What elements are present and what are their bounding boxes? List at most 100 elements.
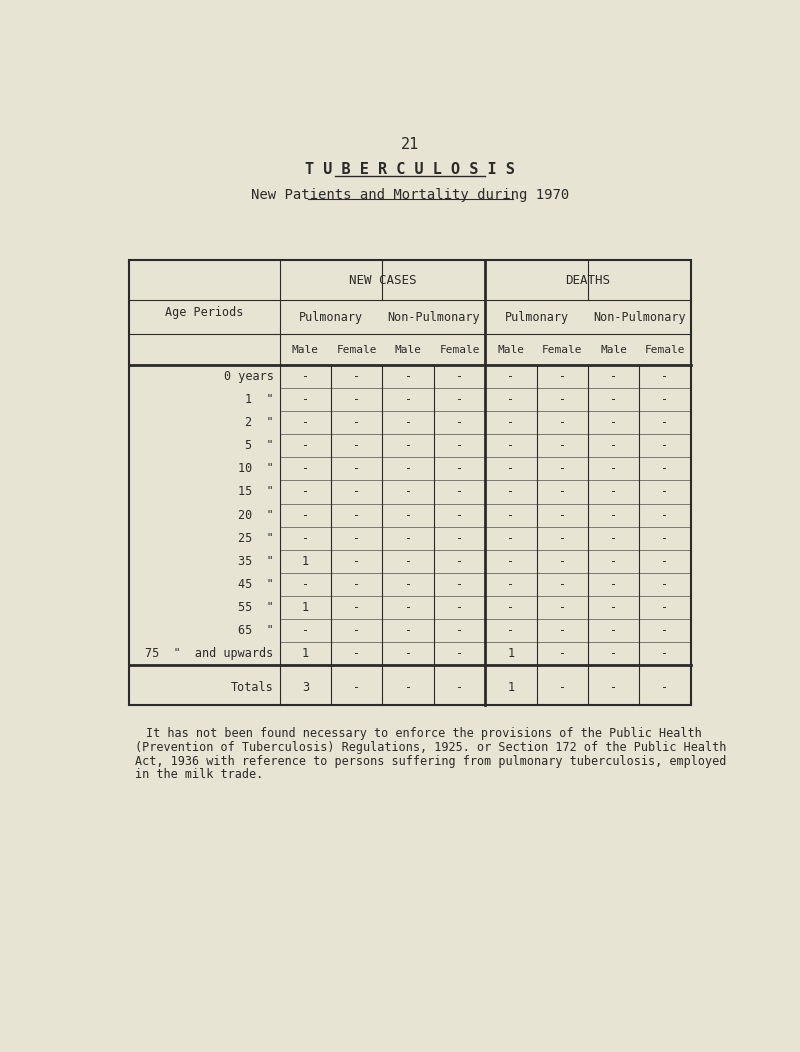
Text: -: - <box>610 463 617 476</box>
Text: -: - <box>610 417 617 429</box>
Text: 20  ": 20 " <box>238 508 274 522</box>
Text: -: - <box>662 370 669 383</box>
Text: -: - <box>302 578 309 591</box>
Text: -: - <box>610 624 617 638</box>
Text: -: - <box>405 370 412 383</box>
Text: -: - <box>558 601 566 614</box>
Text: -: - <box>507 578 514 591</box>
Text: -: - <box>610 681 617 694</box>
Text: Act, 1936 with reference to persons suffering from pulmonary tuberculosis, emplo: Act, 1936 with reference to persons suff… <box>135 754 726 768</box>
Text: Age Periods: Age Periods <box>166 306 244 319</box>
Text: -: - <box>662 601 669 614</box>
Text: -: - <box>405 463 412 476</box>
Text: 15  ": 15 " <box>238 485 274 499</box>
Text: -: - <box>507 485 514 499</box>
Text: Female: Female <box>645 345 685 355</box>
Text: -: - <box>507 508 514 522</box>
Text: -: - <box>405 647 412 661</box>
Text: Pulmonary: Pulmonary <box>505 310 569 324</box>
Text: -: - <box>405 531 412 545</box>
Text: -: - <box>558 370 566 383</box>
Text: -: - <box>662 578 669 591</box>
Text: -: - <box>558 393 566 406</box>
Text: 1: 1 <box>507 681 514 694</box>
Text: -: - <box>558 624 566 638</box>
Text: -: - <box>456 393 463 406</box>
Text: -: - <box>662 681 669 694</box>
Text: 0 years: 0 years <box>224 370 274 383</box>
Text: -: - <box>405 681 412 694</box>
Text: -: - <box>662 463 669 476</box>
Text: -: - <box>456 417 463 429</box>
Text: Male: Male <box>292 345 319 355</box>
Text: 55  ": 55 " <box>238 601 274 614</box>
Text: -: - <box>456 370 463 383</box>
Text: -: - <box>456 578 463 591</box>
Text: -: - <box>558 440 566 452</box>
Text: -: - <box>610 647 617 661</box>
Text: -: - <box>610 370 617 383</box>
Text: -: - <box>354 463 360 476</box>
Text: -: - <box>662 531 669 545</box>
Text: -: - <box>662 624 669 638</box>
Text: Female: Female <box>439 345 480 355</box>
Text: (Prevention of Tuberculosis) Regulations, 1925. or Section 172 of the Public Hea: (Prevention of Tuberculosis) Regulations… <box>135 741 726 753</box>
Text: -: - <box>662 508 669 522</box>
Text: -: - <box>507 417 514 429</box>
Text: -: - <box>302 508 309 522</box>
Text: -: - <box>405 554 412 568</box>
Text: -: - <box>405 417 412 429</box>
Text: 3: 3 <box>302 681 309 694</box>
Text: New Patients and Mortality during 1970: New Patients and Mortality during 1970 <box>251 188 569 202</box>
Text: -: - <box>507 624 514 638</box>
Text: -: - <box>558 554 566 568</box>
Text: -: - <box>354 681 360 694</box>
Text: -: - <box>507 393 514 406</box>
Text: -: - <box>558 578 566 591</box>
Text: 21: 21 <box>401 137 419 153</box>
Text: -: - <box>302 417 309 429</box>
Text: Female: Female <box>542 345 582 355</box>
Text: -: - <box>507 370 514 383</box>
Text: -: - <box>405 440 412 452</box>
Text: 1: 1 <box>302 554 309 568</box>
Text: -: - <box>610 554 617 568</box>
Text: -: - <box>456 440 463 452</box>
Text: -: - <box>354 554 360 568</box>
Text: -: - <box>302 440 309 452</box>
Text: -: - <box>507 440 514 452</box>
Text: -: - <box>354 647 360 661</box>
Text: -: - <box>610 440 617 452</box>
Text: 1: 1 <box>302 647 309 661</box>
Text: -: - <box>558 417 566 429</box>
Text: T U B E R C U L O S I S: T U B E R C U L O S I S <box>305 162 515 178</box>
Text: 65  ": 65 " <box>238 624 274 638</box>
Text: -: - <box>354 508 360 522</box>
Text: Totals: Totals <box>231 681 274 694</box>
Text: -: - <box>354 531 360 545</box>
Text: -: - <box>558 508 566 522</box>
Text: -: - <box>662 647 669 661</box>
Text: 1  ": 1 " <box>245 393 274 406</box>
Text: -: - <box>662 393 669 406</box>
Text: Male: Male <box>394 345 422 355</box>
Text: -: - <box>456 624 463 638</box>
Text: -: - <box>354 417 360 429</box>
Text: -: - <box>405 601 412 614</box>
Text: -: - <box>302 370 309 383</box>
Text: -: - <box>558 531 566 545</box>
Text: -: - <box>558 681 566 694</box>
Text: Male: Male <box>498 345 524 355</box>
Text: 5  ": 5 " <box>245 440 274 452</box>
Text: -: - <box>610 393 617 406</box>
Text: -: - <box>456 681 463 694</box>
Text: Non-Pulmonary: Non-Pulmonary <box>593 310 686 324</box>
Text: -: - <box>507 531 514 545</box>
Text: -: - <box>302 624 309 638</box>
Text: -: - <box>507 463 514 476</box>
Text: -: - <box>456 463 463 476</box>
Text: -: - <box>558 647 566 661</box>
Text: Pulmonary: Pulmonary <box>299 310 363 324</box>
Text: 45  ": 45 " <box>238 578 274 591</box>
Text: -: - <box>354 440 360 452</box>
